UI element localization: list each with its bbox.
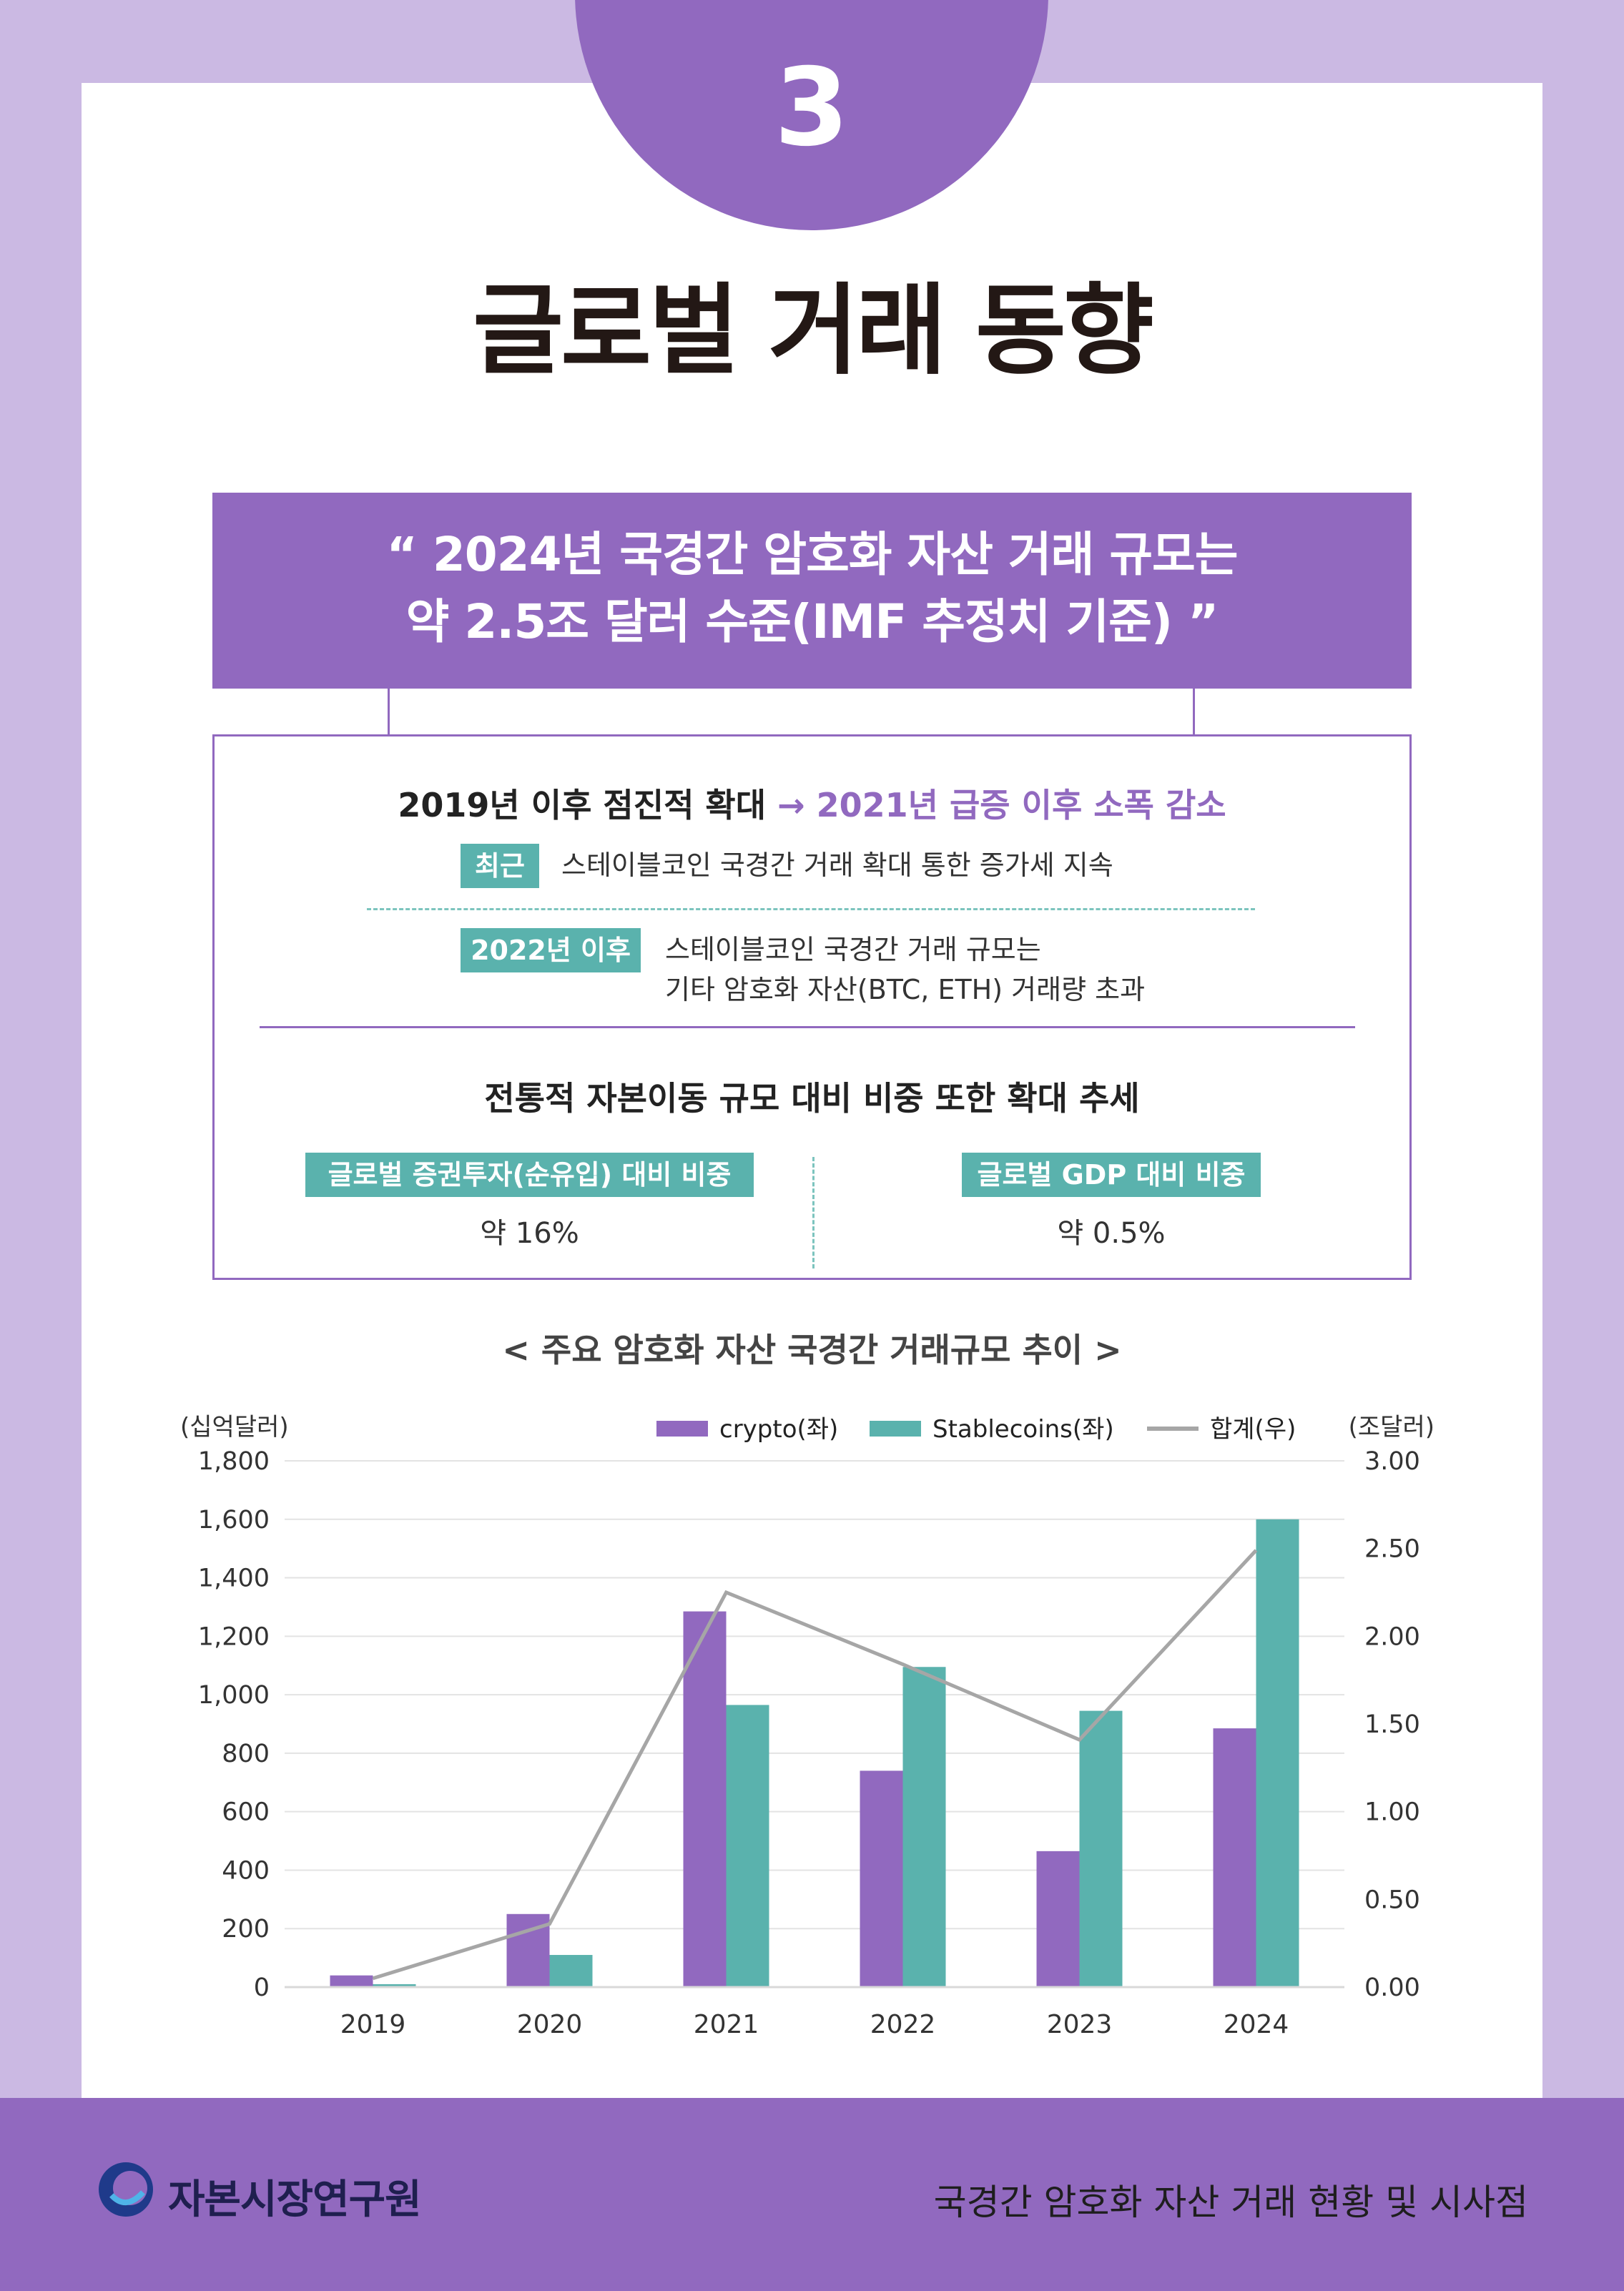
x-tick-label: 2023 bbox=[1047, 2010, 1113, 2039]
bar-stablecoins-2020 bbox=[549, 1955, 593, 1987]
x-tick-label: 2024 bbox=[1224, 2010, 1289, 2039]
summary-box: 2019년 이후 점진적 확대 → 2021년 급증 이후 소폭 감소 최근 스… bbox=[212, 734, 1412, 1280]
since-2022-line-2: 기타 암호화 자산(BTC, ETH) 거래량 초과 bbox=[665, 974, 1146, 1005]
y-right-tick-label: 3.00 bbox=[1364, 1447, 1420, 1476]
y-right-tick-label: 0.00 bbox=[1364, 1974, 1420, 2002]
chart-total-line bbox=[372, 1549, 1258, 1981]
y-axis-left-label: (십억달러) bbox=[180, 1413, 289, 1442]
growth-headline-highlight: → 2021년 급증 이후 소폭 감소 bbox=[777, 786, 1226, 824]
y-left-tick-label: 1,000 bbox=[198, 1681, 270, 1710]
y-left-tick-label: 1,400 bbox=[198, 1565, 270, 1593]
banner-line-2: 약 2.5조 달러 수준(IMF 추정치 기준) ” bbox=[405, 594, 1219, 649]
bar-crypto-2022 bbox=[860, 1770, 903, 1987]
bar-stablecoins-2023 bbox=[1079, 1710, 1123, 1987]
page-title: 글로벌 거래 동향 bbox=[473, 273, 1154, 388]
growth-headline-plain: 2019년 이후 점진적 확대 bbox=[398, 786, 767, 824]
y-right-tick-label: 1.00 bbox=[1364, 1798, 1420, 1827]
y-right-tick-label: 2.00 bbox=[1364, 1622, 1420, 1651]
report-title: 국경간 암호화 자산 거래 현황 및 시사점 bbox=[933, 2182, 1528, 2223]
since-2022-text: 스테이블코인 국경간 거래 규모는 기타 암호화 자산(BTC, ETH) 거래… bbox=[665, 930, 1145, 1010]
legend-label: Stablecoins(좌) bbox=[932, 1415, 1114, 1444]
legend-swatch bbox=[656, 1421, 708, 1437]
key-message-banner: “ 2024년 국경간 암호화 자산 거래 규모는 약 2.5조 달러 수준(I… bbox=[212, 493, 1412, 689]
growth-headline: 2019년 이후 점진적 확대 → 2021년 급증 이후 소폭 감소 bbox=[215, 779, 1409, 827]
bar-crypto-2019 bbox=[330, 1975, 373, 1987]
footer-bar bbox=[0, 2098, 1624, 2291]
x-tick-label: 2020 bbox=[517, 2010, 583, 2039]
section-number: 3 bbox=[774, 46, 850, 170]
x-tick-label: 2021 bbox=[694, 2010, 759, 2039]
legend-swatch bbox=[870, 1421, 921, 1437]
total-series-line bbox=[372, 1549, 1258, 1981]
bar-stablecoins-2022 bbox=[902, 1667, 946, 1987]
y-left-tick-label: 1,800 bbox=[198, 1447, 270, 1476]
y-left-tick-label: 400 bbox=[222, 1856, 270, 1885]
y-left-tick-label: 200 bbox=[222, 1915, 270, 1943]
securities-value: 약 16% bbox=[480, 1217, 579, 1250]
y-right-tick-label: 2.50 bbox=[1364, 1535, 1420, 1564]
y-left-tick-label: 0 bbox=[254, 1974, 270, 2002]
gdp-value: 약 0.5% bbox=[1057, 1217, 1166, 1250]
since-2022-tag: 2022년 이후 bbox=[461, 928, 641, 972]
gdp-tag: 글로벌 GDP 대비 비중 bbox=[962, 1153, 1261, 1197]
securities-tag: 글로벌 증권투자(순유입) 대비 비중 bbox=[305, 1153, 754, 1197]
trend-headline: 전통적 자본이동 규모 대비 비중 또한 확대 추세 bbox=[484, 1079, 1140, 1118]
bar-crypto-2021 bbox=[683, 1611, 727, 1987]
y-left-tick-label: 800 bbox=[222, 1740, 270, 1768]
y-right-tick-label: 1.50 bbox=[1364, 1710, 1420, 1739]
dashed-divider bbox=[367, 908, 1255, 910]
x-tick-label: 2022 bbox=[870, 2010, 936, 2039]
chart-gridlines bbox=[285, 1460, 1344, 1930]
recent-tag: 최근 bbox=[461, 844, 539, 888]
chart-legend: crypto(좌) Stablecoins(좌) 합계(우) bbox=[656, 1415, 1296, 1444]
legend-label: 합계(우) bbox=[1210, 1415, 1296, 1444]
bar-stablecoins-2019 bbox=[373, 1984, 416, 1987]
trade-volume-chart: (십억달러) (조달러) crypto(좌) Stablecoins(좌) 합계(우… bbox=[180, 1413, 1434, 2039]
kcmi-logo-icon bbox=[99, 2162, 153, 2217]
bar-crypto-2024 bbox=[1213, 1728, 1256, 1987]
y-left-tick-label: 600 bbox=[222, 1798, 270, 1827]
connector-line-right bbox=[1193, 689, 1195, 734]
bar-stablecoins-2021 bbox=[726, 1705, 769, 1987]
chart-bars bbox=[330, 1519, 1299, 1987]
vertical-dashed-divider bbox=[812, 1157, 815, 1268]
y-left-tick-label: 1,600 bbox=[198, 1506, 270, 1534]
recent-text: 스테이블코인 국경간 거래 확대 통한 증가세 지속 bbox=[561, 849, 1113, 881]
bar-crypto-2023 bbox=[1036, 1851, 1080, 1987]
y-left-tick-label: 1,200 bbox=[198, 1622, 270, 1651]
banner-line-1: “ 2024년 국경간 암호화 자산 거래 규모는 bbox=[386, 527, 1238, 582]
section-divider bbox=[260, 1026, 1355, 1028]
bar-stablecoins-2024 bbox=[1256, 1519, 1299, 1987]
x-tick-label: 2019 bbox=[340, 2010, 406, 2039]
since-2022-line-1: 스테이블코인 국경간 거래 규모는 bbox=[665, 934, 1041, 965]
legend-label: crypto(좌) bbox=[719, 1415, 838, 1444]
chart-axes: 0 200 400 600 800 1,000 1,200 1,400 1,600 1,800 0.… bbox=[198, 1447, 1420, 2039]
y-right-tick-label: 0.50 bbox=[1364, 1886, 1420, 1914]
chart-title: < 주요 암호화 자산 국경간 거래규모 추이 > bbox=[502, 1331, 1122, 1369]
connector-line-left bbox=[388, 689, 390, 734]
org-name: 자본시장연구원 bbox=[168, 2177, 422, 2223]
y-axis-right-label: (조달러) bbox=[1349, 1413, 1434, 1442]
